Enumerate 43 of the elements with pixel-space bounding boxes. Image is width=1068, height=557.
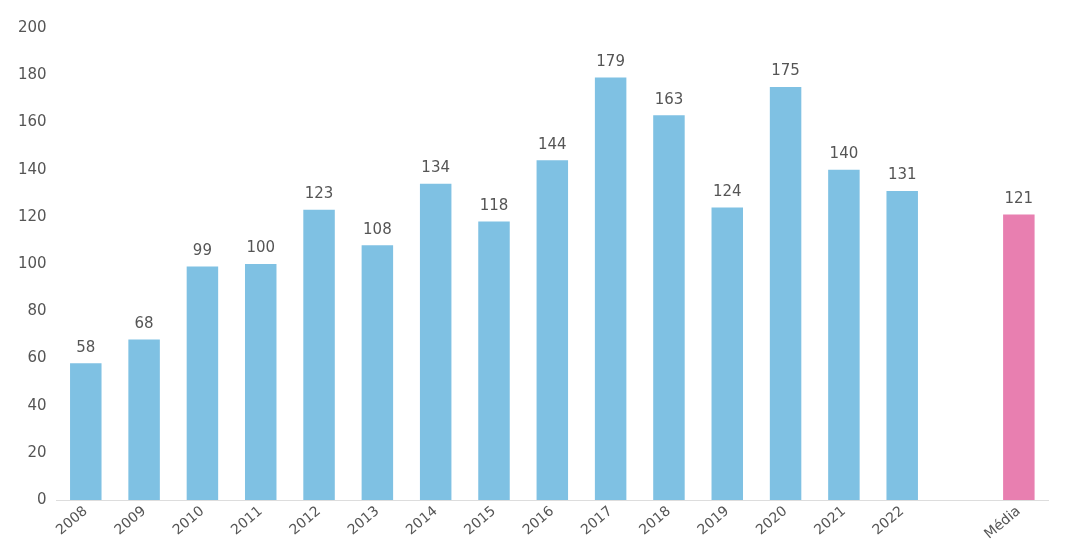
data-label: 68 <box>134 313 154 332</box>
y-tick-label: 100 <box>17 253 47 272</box>
y-tick-label: 20 <box>27 442 47 461</box>
bar <box>419 183 452 501</box>
y-tick-label: 40 <box>27 395 47 414</box>
bar <box>711 207 744 501</box>
bar <box>536 160 569 501</box>
y-tick-label: 80 <box>27 301 47 320</box>
bar <box>478 221 510 501</box>
y-tick-label: 160 <box>17 112 47 131</box>
data-label: 179 <box>596 51 625 70</box>
data-label: 140 <box>829 144 859 163</box>
data-label: 131 <box>887 165 917 184</box>
y-tick-label: 140 <box>17 159 47 178</box>
bar <box>594 77 627 501</box>
bar <box>828 169 860 501</box>
data-label: 124 <box>712 181 742 200</box>
y-tick-label: 180 <box>17 65 47 84</box>
bar <box>244 264 277 501</box>
data-label: 99 <box>192 240 212 259</box>
data-label: 108 <box>363 219 392 238</box>
bar <box>886 190 918 501</box>
data-label: 123 <box>304 184 334 203</box>
y-tick-label: 200 <box>17 17 47 36</box>
data-label: 163 <box>654 89 684 108</box>
data-label: 118 <box>479 195 509 214</box>
data-label: 134 <box>421 158 450 177</box>
bar <box>70 363 102 501</box>
bar <box>653 115 685 501</box>
data-label: 100 <box>246 238 276 257</box>
data-label: 175 <box>771 61 800 80</box>
bar <box>303 209 335 501</box>
data-label: 144 <box>537 134 567 153</box>
y-tick-label: 120 <box>17 206 47 225</box>
bar <box>128 339 160 501</box>
bar <box>186 266 219 501</box>
data-label: 58 <box>76 337 96 356</box>
bar <box>361 245 394 501</box>
data-label: 121 <box>1004 188 1034 207</box>
y-tick-label: 0 <box>37 489 47 508</box>
y-tick-label: 60 <box>27 348 47 367</box>
bar <box>1003 214 1035 501</box>
bar <box>769 87 802 501</box>
